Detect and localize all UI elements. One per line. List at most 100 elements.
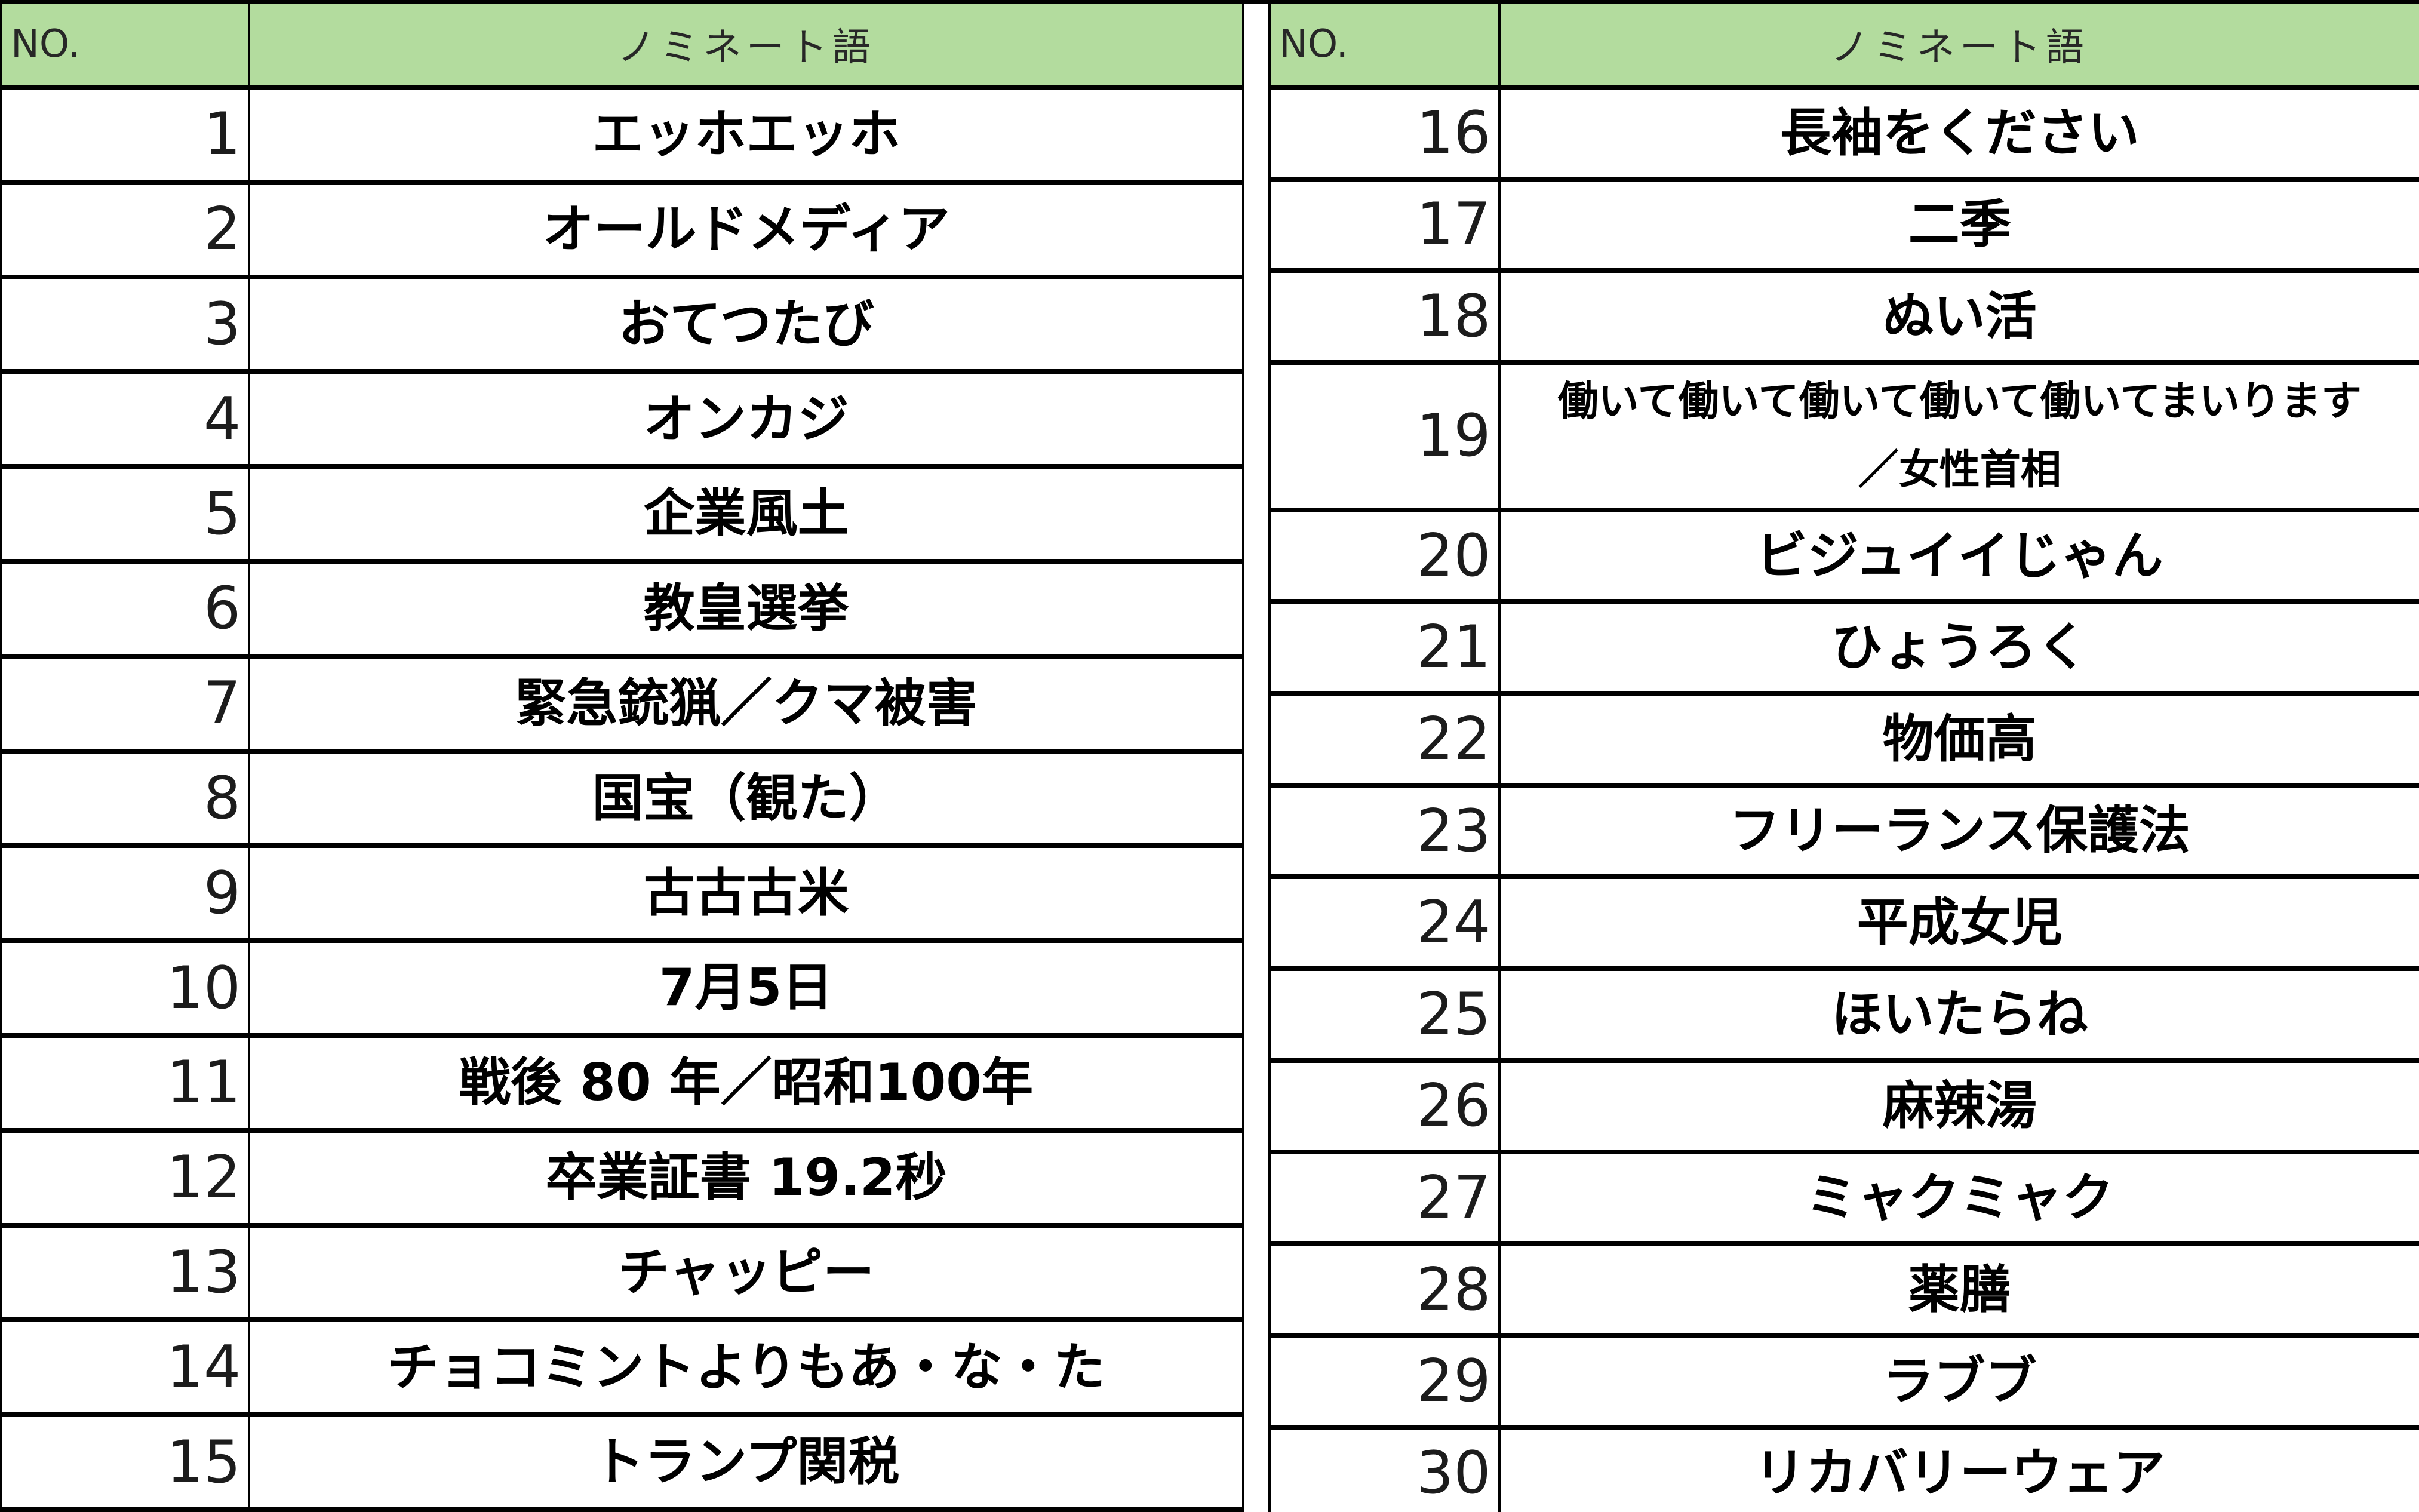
- no-column-header: NO.: [1271, 4, 1501, 85]
- table-row: 29 ラブブ: [1271, 1338, 2419, 1430]
- row-number: 10: [2, 943, 251, 1033]
- row-number: 26: [1271, 1062, 1501, 1150]
- nominated-word: オンカジ: [643, 389, 849, 449]
- nominated-word: ラブブ: [1882, 1351, 2037, 1412]
- row-number: 24: [1271, 879, 1501, 966]
- row-number: 20: [1271, 512, 1501, 600]
- table-gap: [1244, 4, 1268, 1512]
- nominated-word: ひょうろく: [1831, 617, 2088, 678]
- row-number: 15: [2, 1417, 251, 1507]
- table-row: 18 ぬい活: [1271, 273, 2419, 365]
- table-row: 14 チョコミントよりもあ・な・た: [2, 1322, 1242, 1418]
- nominated-word: 薬膳: [1908, 1259, 2011, 1320]
- row-number: 13: [2, 1227, 251, 1318]
- row-number: 29: [1271, 1338, 1501, 1425]
- table-row: 25 ほいたらね: [1271, 970, 2419, 1063]
- table-row: 26 麻辣湯: [1271, 1062, 2419, 1155]
- table-header-row: NO. ノミネート語: [1271, 4, 2419, 90]
- table-header-row: NO. ノミネート語: [2, 4, 1242, 90]
- row-number: 19: [1271, 364, 1501, 508]
- nominated-word: オールドメディア: [542, 199, 950, 260]
- nominated-word: エッホエッホ: [592, 105, 900, 165]
- table-row: 13 チャッピー: [2, 1227, 1242, 1323]
- nominated-word: ほいたらね: [1831, 984, 2088, 1044]
- table-row: 17 二季: [1271, 181, 2419, 273]
- nominated-word: チョコミントよりもあ・な・た: [387, 1337, 1105, 1397]
- table-row: 4 オンカジ: [2, 374, 1242, 469]
- row-number: 8: [2, 753, 251, 844]
- nominated-word: チャッピー: [618, 1242, 875, 1302]
- table-row: 5 企業風土: [2, 469, 1242, 564]
- nominated-word: ぬい活: [1882, 287, 2037, 347]
- row-number: 25: [1271, 970, 1501, 1058]
- table-row: 8 国宝（観た）: [2, 753, 1242, 849]
- row-number: 23: [1271, 787, 1501, 875]
- table-row: 12 卒業証書 19.2秒: [2, 1132, 1242, 1228]
- table-row: 3 おてつたび: [2, 279, 1242, 374]
- row-number: 7: [2, 658, 251, 749]
- nominated-word: 緊急銃猟／クマ被害: [515, 674, 978, 734]
- table-row: 9 古古古米: [2, 848, 1242, 944]
- table-row: 27 ミャクミャク: [1271, 1154, 2419, 1246]
- table-row: 15 トランプ関税: [2, 1417, 1242, 1507]
- row-number: 11: [2, 1037, 251, 1128]
- table-row: 10 7月5日: [2, 943, 1242, 1038]
- row-number: 5: [2, 469, 251, 559]
- row-number: 14: [2, 1322, 251, 1413]
- nominated-word: 麻辣湯: [1882, 1076, 2037, 1136]
- nominated-word: 平成女児: [1856, 893, 2063, 953]
- row-number: 22: [1271, 696, 1501, 783]
- row-number: 18: [1271, 273, 1501, 360]
- table-row: 11 戦後 80 年／昭和100年: [2, 1037, 1242, 1133]
- table-row: 22 物価高: [1271, 696, 2419, 788]
- row-number: 17: [1271, 181, 1501, 269]
- table-row: 21 ひょうろく: [1271, 604, 2419, 696]
- nominated-word: 企業風土: [643, 484, 849, 544]
- nominated-word: フリーランス保護法: [1729, 801, 2190, 861]
- nominated-word: 物価高: [1882, 709, 2037, 769]
- nominee-table-1-15: NO. ノミネート語 1 エッホエッホ 2 オールドメディア 3 おてつたび 4…: [0, 4, 1244, 1512]
- row-number: 30: [1271, 1430, 1501, 1512]
- nominated-word-column-header: ノミネート語: [1830, 26, 2089, 70]
- nominated-word: 戦後 80 年／昭和100年: [459, 1053, 1034, 1113]
- table-row: 7 緊急銃猟／クマ被害: [2, 658, 1242, 754]
- nominated-word: トランプ関税: [592, 1432, 900, 1492]
- no-column-header: NO.: [2, 4, 251, 85]
- row-number: 28: [1271, 1246, 1501, 1333]
- nominated-word: 二季: [1908, 195, 2011, 255]
- table-row: 2 オールドメディア: [2, 184, 1242, 279]
- row-number: 9: [2, 848, 251, 939]
- nominated-word: ビジュイイじゃん: [1756, 525, 2163, 586]
- table-row: 19 働いて働いて働いて働いて働いてまいります ／女性首相: [1271, 364, 2419, 512]
- row-number: 12: [2, 1132, 251, 1223]
- table-row: 1 エッホエッホ: [2, 90, 1242, 185]
- table-row: 6 教皇選挙: [2, 563, 1242, 659]
- nominated-word: 古古古米: [643, 863, 849, 923]
- row-number: 6: [2, 563, 251, 654]
- nominated-word: ミャクミャク: [1805, 1167, 2114, 1228]
- nominated-word: 長袖をください: [1779, 103, 2140, 163]
- row-number: 4: [2, 374, 251, 465]
- nominated-word: リカバリーウェア: [1754, 1443, 2165, 1503]
- row-number: 21: [1271, 604, 1501, 692]
- nominated-word: 国宝（観た）: [592, 768, 900, 828]
- row-number: 2: [2, 184, 251, 275]
- table-row: 23 フリーランス保護法: [1271, 787, 2419, 880]
- table-row: 16 長袖をください: [1271, 90, 2419, 182]
- table-row: 30 リカバリーウェア: [1271, 1430, 2419, 1512]
- table-body: 16 長袖をください 17 二季 18 ぬい活 19 働いて働いて働いて働いて働…: [1271, 90, 2419, 1512]
- nominated-word: 7月5日: [659, 958, 834, 1018]
- row-number: 3: [2, 279, 251, 370]
- nominated-word: 卒業証書 19.2秒: [545, 1148, 947, 1208]
- nominated-word: 働いて働いて働いて働いて働いてまいります ／女性首相: [1557, 377, 2362, 494]
- nominated-word-column-header: ノミネート語: [617, 26, 875, 70]
- nominated-word: おてつたび: [618, 294, 874, 354]
- table-row: 20 ビジュイイじゃん: [1271, 512, 2419, 604]
- row-number: 16: [1271, 90, 1501, 177]
- table-row: 28 薬膳: [1271, 1246, 2419, 1338]
- row-number: 1: [2, 90, 251, 180]
- nominee-table-16-30: NO. ノミネート語 16 長袖をください 17 二季 18 ぬい活 19 働い…: [1268, 4, 2419, 1512]
- table-row: 24 平成女児: [1271, 879, 2419, 971]
- row-number: 27: [1271, 1154, 1501, 1241]
